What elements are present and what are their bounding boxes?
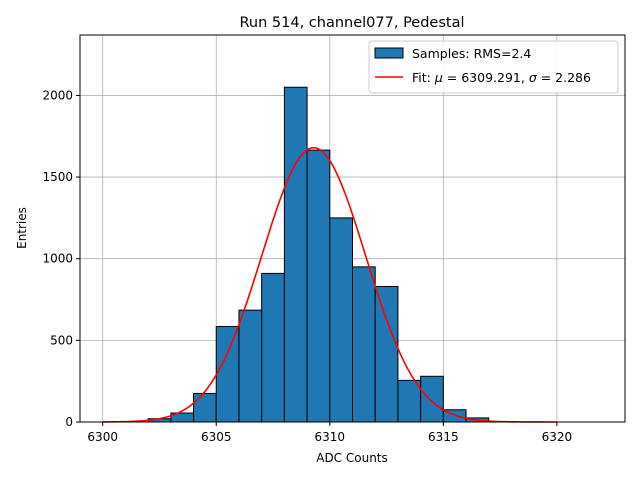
x-tick-label: 6315 [428, 430, 459, 444]
plot-frame [79, 34, 626, 423]
histogram-bar [374, 285, 399, 423]
histogram-bar [352, 266, 376, 423]
legend-fit-mid: = 6309.291, [443, 70, 529, 85]
legend-box [368, 40, 619, 94]
fit-curve [102, 146, 557, 423]
y-tick-label: 1000 [42, 252, 73, 266]
y-tick-label: 1500 [42, 170, 73, 184]
histogram-bar [238, 309, 263, 423]
x-tick-label: 6320 [542, 430, 573, 444]
legend-fit-mu: μ [434, 70, 443, 85]
y-tick-label: 500 [50, 333, 73, 347]
histogram-bar [397, 379, 422, 423]
x-tick-label: 6305 [201, 430, 232, 444]
y-axis-ticks: 0 500 1000 1500 2000 [42, 88, 80, 429]
legend: Samples: RMS=2.4 Fit: μ = 6309.291, σ = … [368, 40, 619, 94]
histogram-bar [283, 86, 308, 423]
chart-title: Run 514, channel077, Pedestal [239, 15, 464, 31]
histogram-bar [306, 149, 331, 423]
legend-fit-sigma: σ [529, 70, 538, 85]
x-axis-ticks: 6300 6305 6310 6315 6320 [87, 422, 572, 444]
y-tick-label: 2000 [42, 88, 73, 102]
histogram-bar [193, 392, 217, 423]
x-tick-label: 6310 [315, 430, 346, 444]
y-tick-label: 0 [65, 415, 73, 429]
x-tick-label: 6300 [87, 430, 118, 444]
histogram-bar [420, 375, 444, 423]
histogram-bars [147, 86, 490, 423]
x-axis-label: ADC Counts [316, 451, 388, 465]
legend-fit-label: Fit: μ = 6309.291, σ = 2.286 [412, 70, 591, 85]
histogram-bar [215, 325, 240, 423]
legend-fit-prefix: Fit: [412, 70, 435, 85]
y-axis-label: Entries [15, 207, 29, 249]
legend-samples-swatch [374, 47, 404, 59]
histogram-bar [261, 272, 285, 423]
legend-fit-suffix: = 2.286 [537, 70, 591, 85]
legend-samples-label: Samples: RMS=2.4 [412, 46, 531, 61]
histogram-bar [329, 217, 353, 423]
